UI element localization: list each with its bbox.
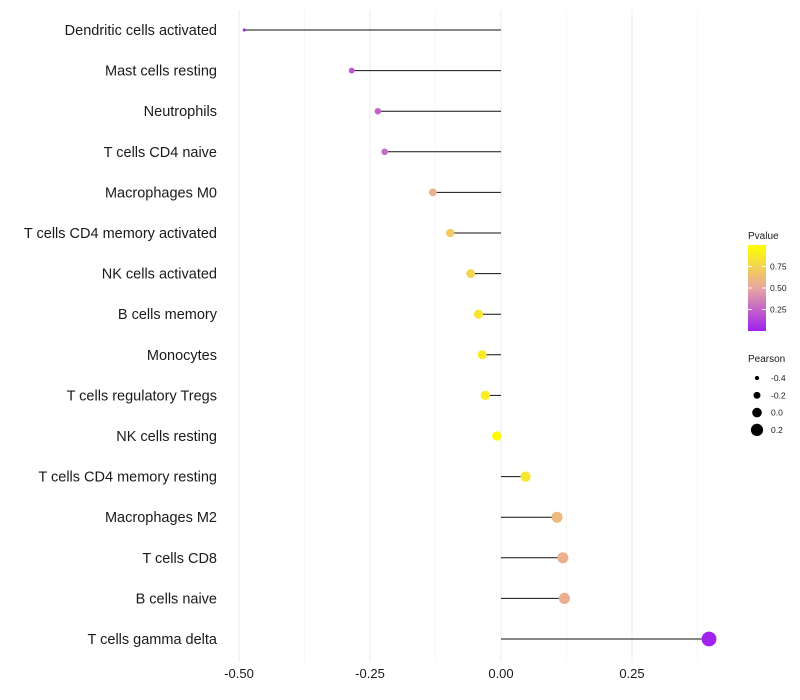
size-legend-label: -0.2 — [771, 390, 786, 400]
data-point — [492, 431, 502, 441]
data-point — [428, 188, 437, 197]
x-tick-label: 0.00 — [488, 666, 513, 681]
size-legend-label: 0.2 — [771, 425, 783, 435]
data-point — [701, 631, 717, 647]
category-labels: Dendritic cells activated Mast cells rest… — [24, 23, 218, 648]
x-tick-label: 0.25 — [619, 666, 644, 681]
category-label: NK cells resting — [116, 429, 217, 445]
x-tick-label: -0.25 — [355, 666, 385, 681]
category-label: Mast cells resting — [105, 64, 217, 80]
category-label: B cells memory — [118, 307, 218, 323]
data-point — [558, 592, 571, 604]
size-legend-dot — [752, 407, 762, 418]
data-point — [466, 269, 476, 279]
category-label: Monocytes — [147, 348, 217, 364]
data-point — [381, 148, 389, 156]
category-label: T cells regulatory Tregs — [67, 388, 217, 404]
colorbar-tick-label: 0.50 — [770, 283, 787, 293]
pearson-legend-title: Pearson — [748, 354, 785, 365]
data-point — [480, 390, 490, 401]
data-point — [551, 511, 563, 523]
pvalue-legend: Pvalue 0.25 0.50 0.75 — [748, 231, 787, 331]
category-label: Macrophages M2 — [105, 510, 217, 526]
data-point — [348, 67, 355, 74]
lollipop-dots — [242, 28, 717, 647]
category-label: Dendritic cells activated — [65, 23, 217, 39]
data-point — [557, 552, 569, 564]
x-axis-ticks: -0.50 -0.25 0.00 0.25 — [224, 666, 644, 681]
size-legend-label: -0.4 — [771, 373, 786, 383]
category-label: T cells gamma delta — [88, 632, 218, 648]
data-point — [446, 228, 455, 238]
data-point — [520, 471, 531, 482]
data-point — [473, 309, 483, 319]
size-legend-dot — [753, 391, 761, 399]
category-label: Macrophages M0 — [105, 185, 217, 201]
category-label: T cells CD8 — [142, 551, 217, 567]
category-label: T cells CD4 memory resting — [38, 470, 217, 486]
colorbar-tick-label: 0.25 — [770, 305, 787, 315]
category-label: B cells naive — [136, 591, 217, 607]
lollipop-stems — [244, 29, 710, 640]
category-label: Neutrophils — [144, 104, 217, 120]
category-label: T cells CD4 naive — [104, 145, 217, 161]
pvalue-legend-title: Pvalue — [748, 231, 779, 242]
size-legend-dot — [750, 423, 764, 437]
pvalue-colorbar — [748, 245, 766, 331]
data-point — [242, 28, 246, 32]
data-point — [477, 350, 487, 360]
data-point — [374, 107, 382, 115]
x-tick-label: -0.50 — [224, 666, 254, 681]
grid-lines — [238, 10, 698, 662]
size-legend-dot — [754, 375, 760, 381]
size-legend-label: 0.0 — [771, 408, 783, 418]
category-label: NK cells activated — [102, 267, 217, 283]
pearson-legend: Pearson -0.4 -0.2 0.0 0.2 — [748, 354, 786, 437]
category-label: T cells CD4 memory activated — [24, 226, 217, 242]
colorbar-tick-label: 0.75 — [770, 262, 787, 272]
